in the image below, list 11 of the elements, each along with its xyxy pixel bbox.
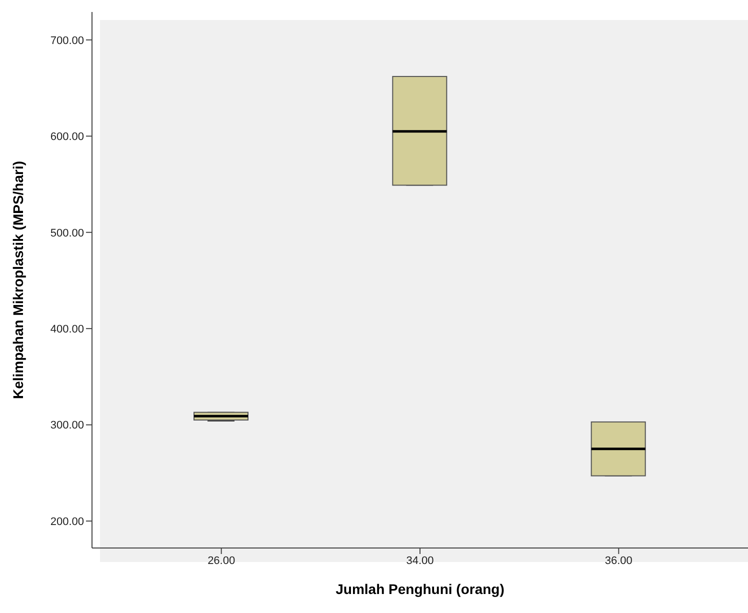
y-tick-label: 300.00 (50, 420, 84, 432)
x-tick-label: 34.00 (406, 554, 434, 567)
x-tick-label: 26.00 (208, 554, 236, 567)
y-tick-label: 700.00 (50, 34, 84, 47)
x-tick-label: 36.00 (604, 554, 632, 567)
y-tick-label: 500.00 (50, 227, 84, 240)
y-axis-title: Kelimpahan Mikroplastik (MPS/hari) (10, 160, 26, 400)
y-tick-label: 400.00 (50, 324, 84, 336)
y-tick-label: 200.00 (50, 516, 84, 528)
x-axis-title: Jumlah Penghuni (orang) (336, 581, 504, 597)
y-tick-label: 600.00 (50, 131, 84, 144)
